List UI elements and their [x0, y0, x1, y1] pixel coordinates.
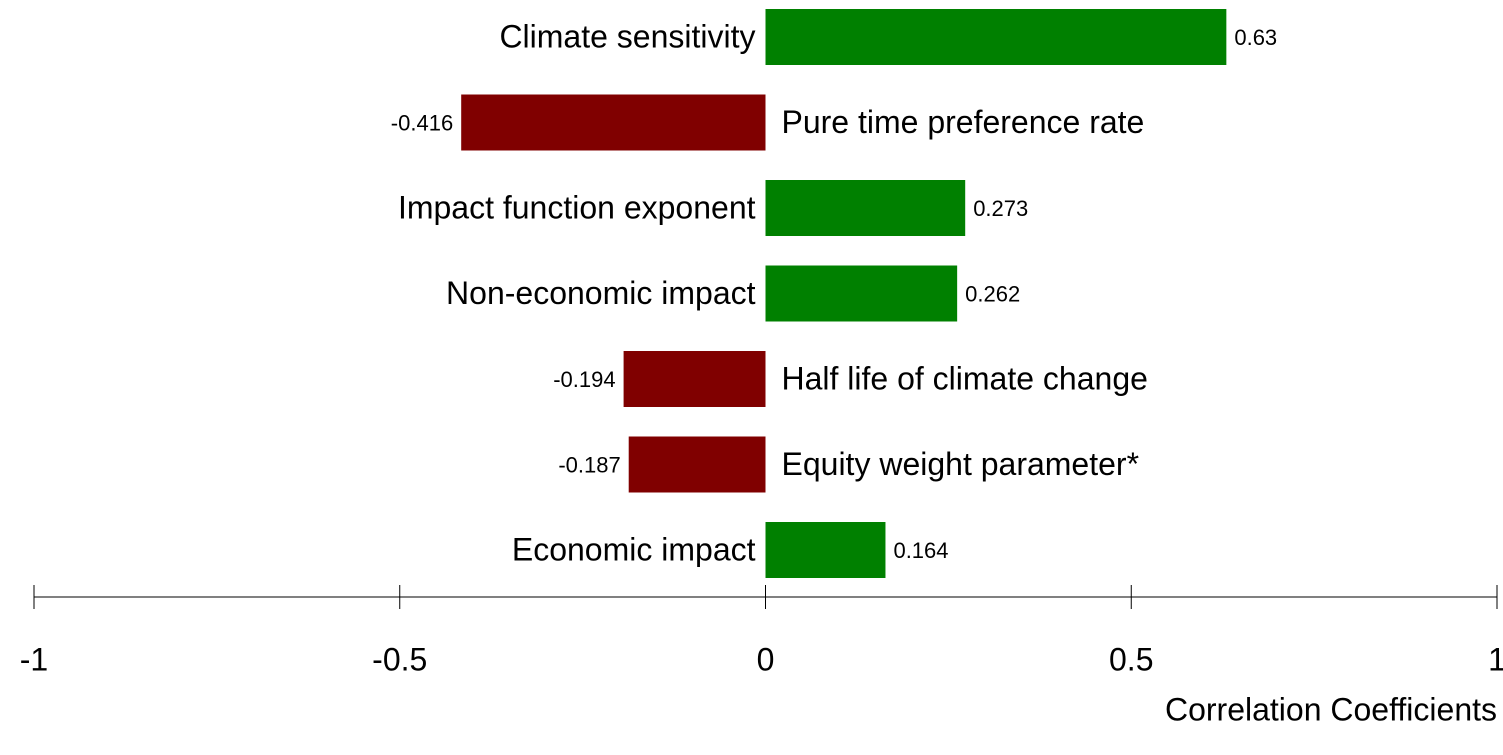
- x-tick-label: -0.5: [372, 641, 427, 677]
- bar: [765, 180, 966, 236]
- x-tick-label: 0: [757, 641, 775, 677]
- bar: [765, 9, 1227, 65]
- value-label: -0.416: [391, 110, 453, 135]
- category-label: Half life of climate change: [782, 360, 1148, 396]
- bar: [765, 265, 958, 322]
- bar: [765, 522, 886, 578]
- category-label: Equity weight parameter*: [782, 446, 1140, 482]
- x-axis-label: Correlation Coefficients: [1165, 691, 1497, 727]
- value-label: 0.63: [1234, 25, 1277, 50]
- value-label: -0.194: [553, 367, 615, 392]
- value-label: 0.164: [893, 538, 948, 563]
- value-label: 0.273: [973, 196, 1028, 221]
- category-label: Non-economic impact: [446, 275, 756, 311]
- category-label: Climate sensitivity: [499, 18, 755, 54]
- bar: [628, 436, 766, 493]
- value-label: 0.262: [965, 281, 1020, 306]
- bar: [623, 351, 766, 407]
- value-label: -0.187: [558, 452, 620, 477]
- x-tick-label: 0.5: [1109, 641, 1153, 677]
- category-label: Impact function exponent: [398, 189, 756, 225]
- x-tick-label: -1: [20, 641, 48, 677]
- category-label: Pure time preference rate: [782, 104, 1145, 140]
- bar: [461, 94, 766, 151]
- category-label: Economic impact: [512, 531, 756, 567]
- x-tick-label: 1: [1488, 641, 1503, 677]
